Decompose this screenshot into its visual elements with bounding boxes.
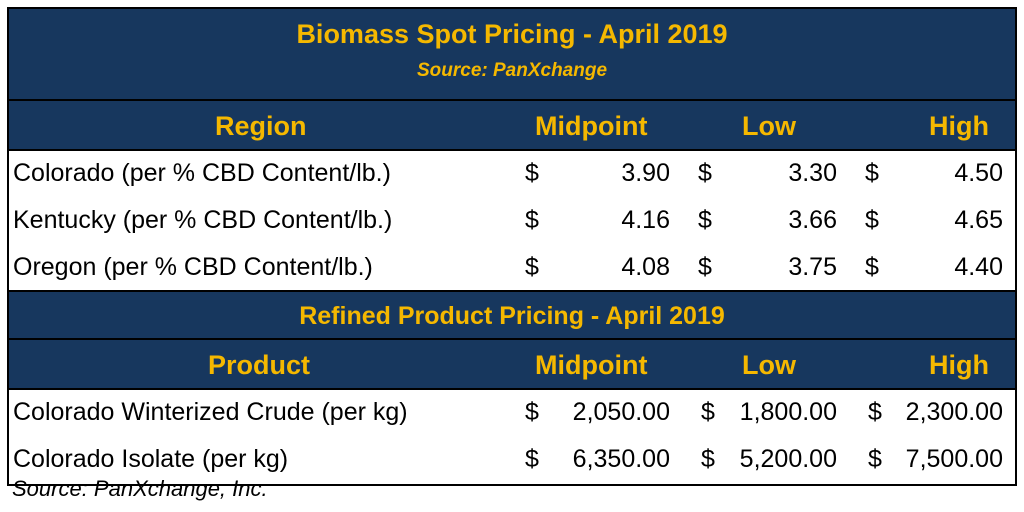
low-value: 1,800.00: [739, 398, 837, 426]
low-dollar: $: [701, 445, 715, 473]
high-value: 4.65: [954, 206, 1003, 234]
refined-body: Colorado Winterized Crude (per kg) $ 2,0…: [9, 390, 1015, 484]
row-label: Colorado (per % CBD Content/lb.): [13, 159, 391, 187]
table-row: Oregon (per % CBD Content/lb.) $ 4.08 $ …: [9, 245, 1015, 292]
mid-value: 6,350.00: [572, 445, 670, 473]
mid-dollar: $: [525, 445, 539, 473]
low-dollar: $: [698, 206, 712, 234]
mid-value: 4.08: [621, 253, 670, 281]
low-value: 5,200.00: [739, 445, 837, 473]
low-value: 3.30: [788, 159, 837, 187]
row-label: Oregon (per % CBD Content/lb.): [13, 253, 373, 281]
high-value: 2,300.00: [905, 398, 1003, 426]
high-dollar: $: [868, 398, 882, 426]
footer-source: Source: PanXchange, Inc.: [12, 476, 268, 501]
header-high: High: [929, 350, 989, 380]
low-value: 3.66: [788, 206, 837, 234]
header-midpoint: Midpoint: [535, 111, 648, 141]
biomass-body: Colorado (per % CBD Content/lb.) $ 3.90 …: [9, 151, 1015, 292]
mid-value: 3.90: [621, 159, 670, 187]
header-low: Low: [742, 350, 796, 380]
header-high: High: [929, 111, 989, 141]
biomass-title-band: Biomass Spot Pricing - April 2019 Source…: [9, 9, 1015, 101]
row-label: Colorado Isolate (per kg): [13, 445, 289, 473]
header-region: Region: [215, 111, 307, 141]
mid-dollar: $: [525, 398, 539, 426]
refined-title: Refined Product Pricing - April 2019: [9, 292, 1015, 340]
high-dollar: $: [865, 206, 879, 234]
high-dollar: $: [865, 159, 879, 187]
row-label: Colorado Winterized Crude (per kg): [13, 398, 408, 426]
high-dollar: $: [865, 253, 879, 281]
high-value: 4.40: [954, 253, 1003, 281]
table-row: Kentucky (per % CBD Content/lb.) $ 4.16 …: [9, 198, 1015, 245]
low-value: 3.75: [788, 253, 837, 281]
biomass-subtitle: Source: PanXchange: [416, 60, 608, 81]
refined-header-row: Product Midpoint Low High: [9, 340, 1015, 390]
high-dollar: $: [868, 445, 882, 473]
table-row: Colorado Winterized Crude (per kg) $ 2,0…: [9, 390, 1015, 437]
high-value: 4.50: [954, 159, 1003, 187]
mid-value: 2,050.00: [572, 398, 670, 426]
header-low: Low: [742, 111, 796, 141]
biomass-header-row: Region Midpoint Low High: [9, 101, 1015, 151]
table-row: Colorado (per % CBD Content/lb.) $ 3.90 …: [9, 151, 1015, 198]
low-dollar: $: [698, 159, 712, 187]
mid-value: 4.16: [621, 206, 670, 234]
low-dollar: $: [701, 398, 715, 426]
mid-dollar: $: [525, 159, 539, 187]
table-row: Colorado Isolate (per kg) $ 6,350.00 $ 5…: [9, 437, 1015, 484]
header-midpoint: Midpoint: [535, 350, 648, 380]
low-dollar: $: [698, 253, 712, 281]
mid-dollar: $: [525, 253, 539, 281]
row-label: Kentucky (per % CBD Content/lb.): [13, 206, 393, 234]
biomass-title: Biomass Spot Pricing - April 2019: [296, 19, 728, 49]
mid-dollar: $: [525, 206, 539, 234]
high-value: 7,500.00: [905, 445, 1003, 473]
pricing-table: Biomass Spot Pricing - April 2019 Source…: [7, 7, 1017, 486]
header-product: Product: [208, 350, 311, 380]
